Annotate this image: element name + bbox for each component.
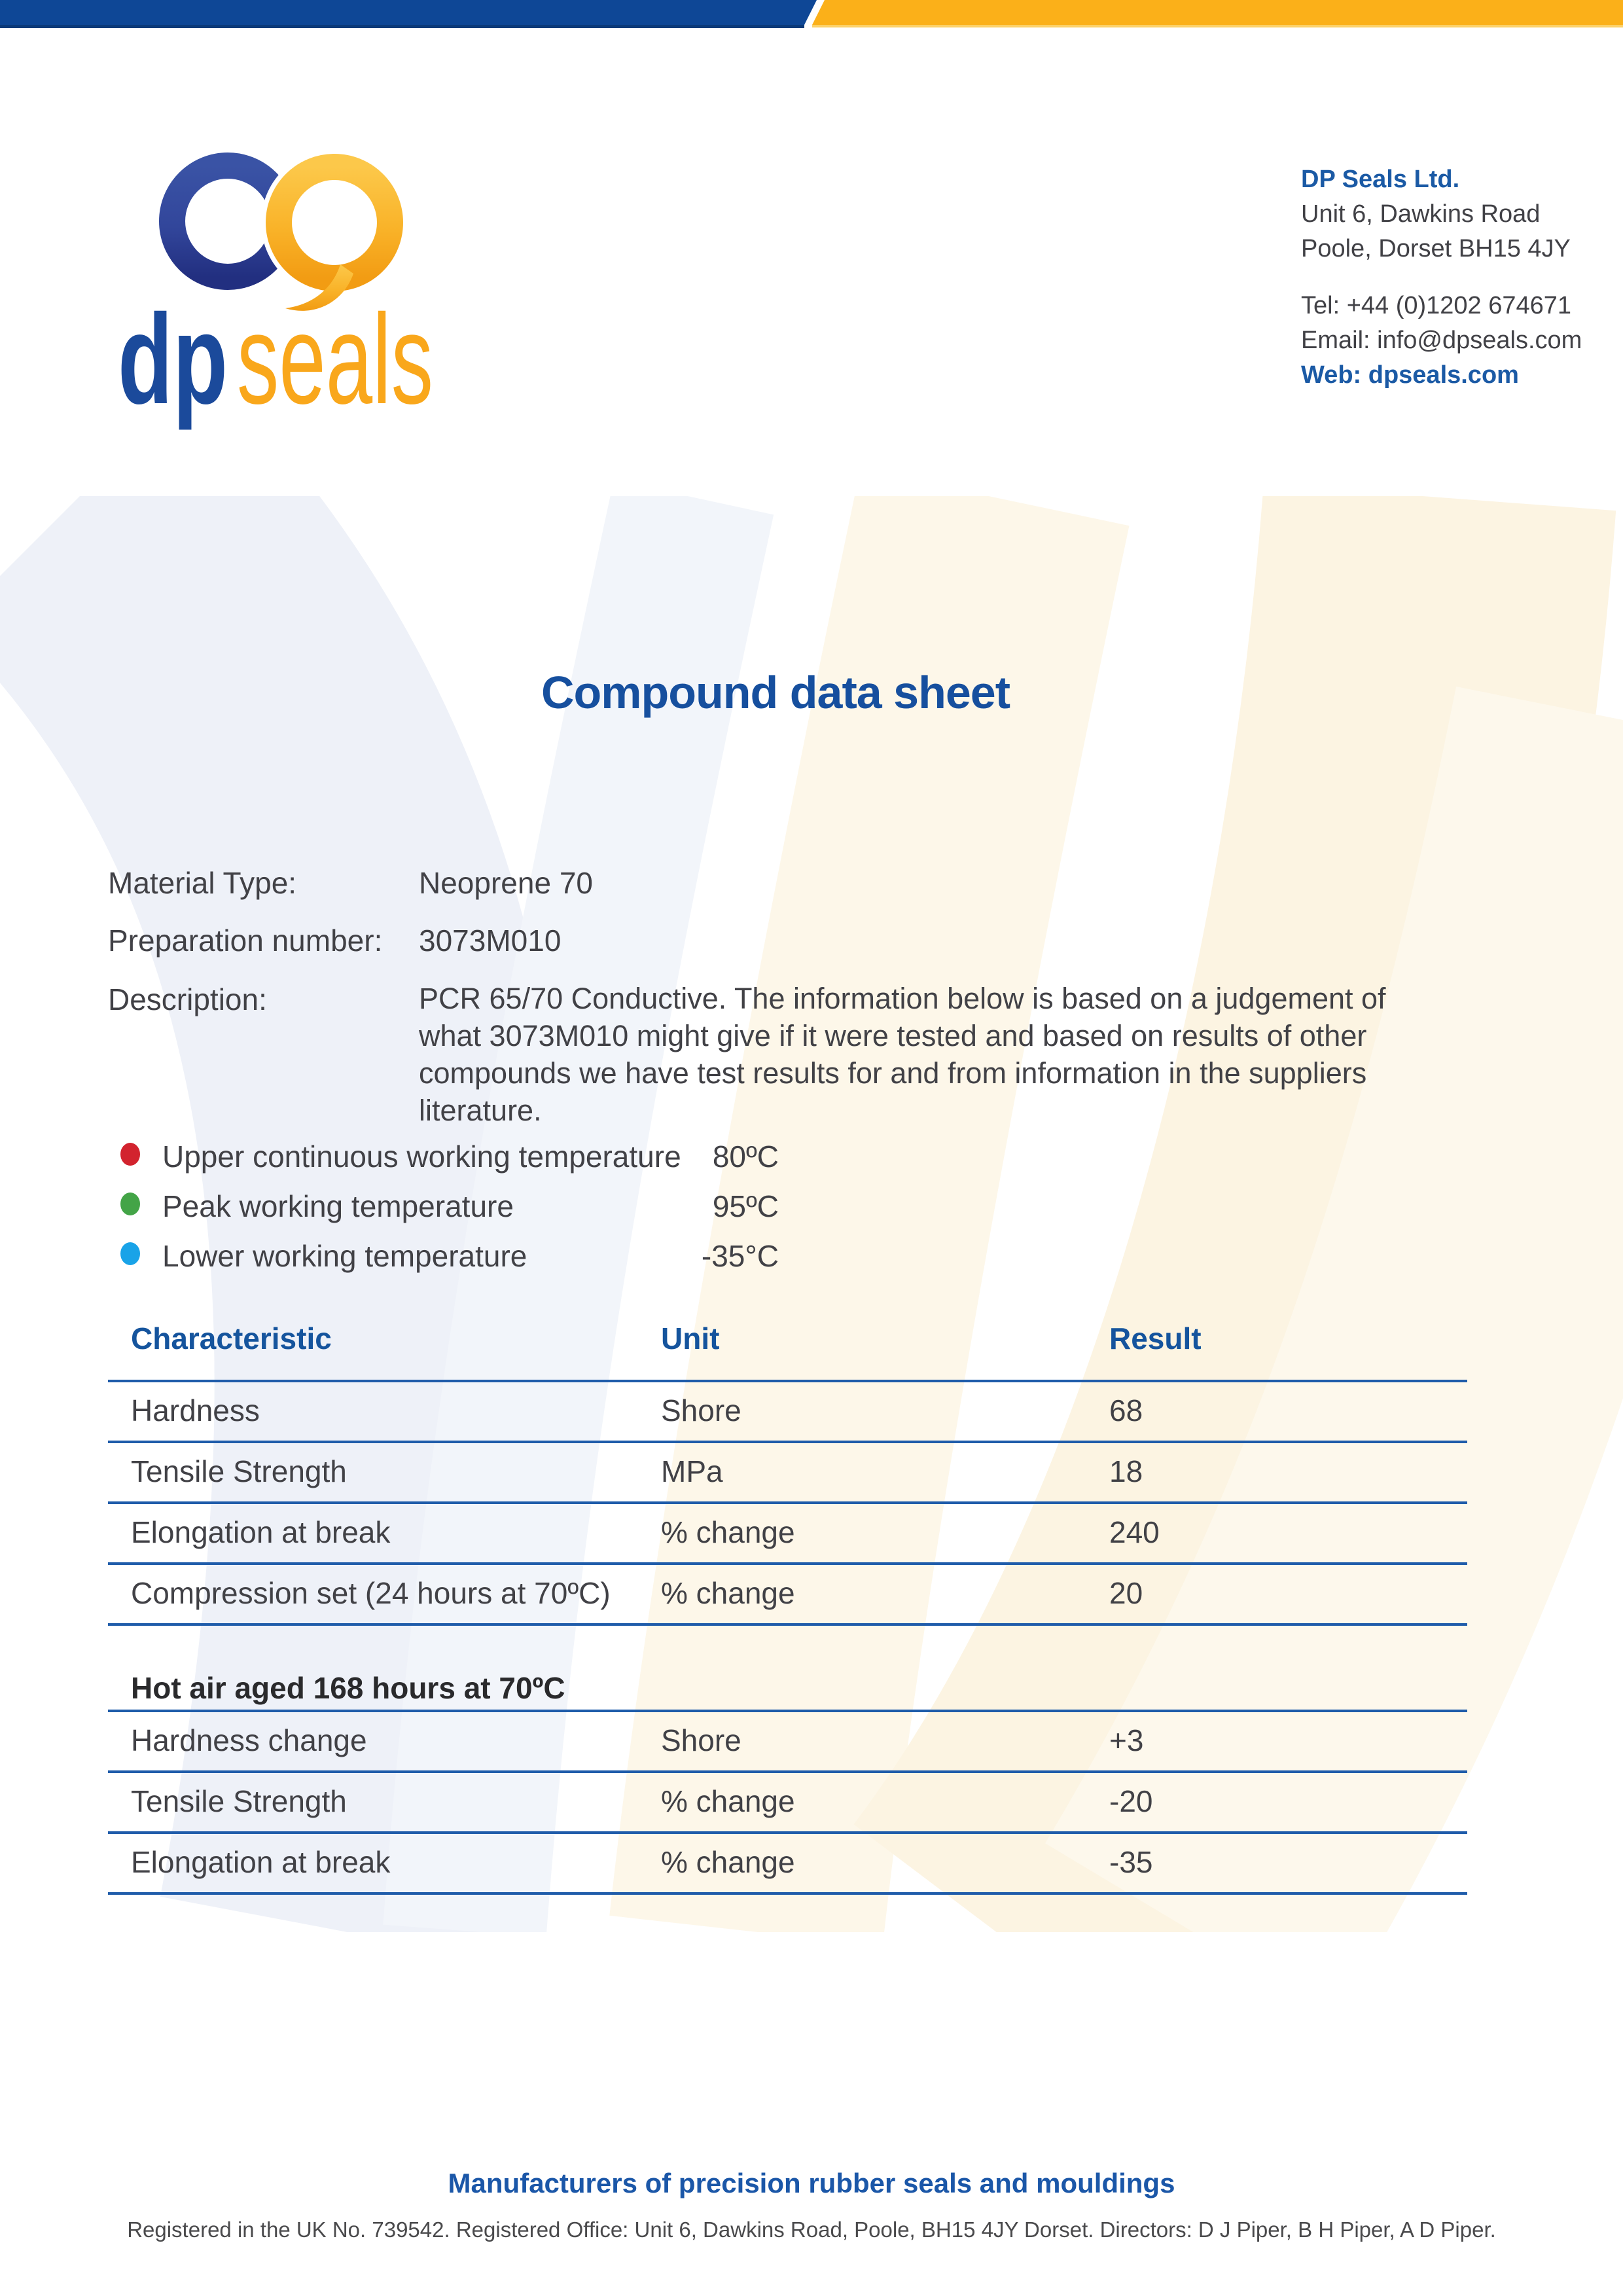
material-type-label: Material Type: <box>108 866 297 900</box>
preparation-number-label: Preparation number: <box>108 924 383 958</box>
bullet-green-icon <box>120 1193 140 1215</box>
temp-value: 80ºC <box>712 1139 779 1174</box>
temp-row-lower: Lower working temperature -35°C <box>162 1238 779 1275</box>
table-cell: Elongation at break <box>131 1515 391 1549</box>
table-rule <box>108 1892 1467 1895</box>
table-cell: Shore <box>661 1393 741 1427</box>
contact-block: DP Seals Ltd. Unit 6, Dawkins Road Poole… <box>1301 162 1609 393</box>
table-rule <box>108 1501 1467 1504</box>
logo-wordmark-seals: seals <box>237 288 433 431</box>
temp-value: 95ºC <box>712 1189 779 1223</box>
address-line-2: Poole, Dorset BH15 4JY <box>1301 235 1571 262</box>
temp-label: Lower working temperature <box>162 1239 527 1273</box>
description-line-1: PCR 65/70 Conductive. The information be… <box>419 982 1386 1015</box>
table-rule <box>108 1380 1467 1382</box>
table-cell: -20 <box>1109 1784 1153 1818</box>
table-cell: 18 <box>1109 1454 1143 1488</box>
col-header-result: Result <box>1109 1321 1202 1355</box>
address-line-1: Unit 6, Dawkins Road <box>1301 200 1541 228</box>
temp-row-peak: Peak working temperature 95ºC <box>162 1189 779 1225</box>
temp-label: Peak working temperature <box>162 1189 514 1223</box>
table-cell: Hardness <box>131 1393 260 1427</box>
header-bar-yellow-shadow <box>812 25 1623 27</box>
material-type-value: Neoprene 70 <box>419 866 593 900</box>
table-cell: 20 <box>1109 1576 1143 1610</box>
contact-spacer <box>1301 266 1609 289</box>
header-bar-blue <box>0 0 817 25</box>
table-rule <box>108 1441 1467 1443</box>
bullet-cyan-icon <box>120 1242 140 1265</box>
logo-wordmark-dp: dp <box>118 288 228 431</box>
table-cell: Tensile Strength <box>131 1784 347 1818</box>
phone-line: Tel: +44 (0)1202 674671 <box>1301 292 1572 319</box>
description-line-3: compounds we have test results for and f… <box>419 1056 1367 1090</box>
preparation-number-value: 3073M010 <box>419 924 562 958</box>
temp-value: -35°C <box>701 1239 779 1273</box>
header-bar-yellow <box>812 0 1623 25</box>
table-rule <box>108 1710 1467 1712</box>
table-cell: Compression set (24 hours at 70ºC) <box>131 1576 611 1610</box>
temp-label: Upper continuous working temperature <box>162 1139 681 1174</box>
dp-seals-logo: dp seals <box>118 149 433 431</box>
table-rule <box>108 1562 1467 1565</box>
table-cell: % change <box>661 1576 795 1610</box>
website-line: Web: dpseals.com <box>1301 361 1519 389</box>
company-name: DP Seals Ltd. <box>1301 166 1460 193</box>
footer-tagline: Manufacturers of precision rubber seals … <box>448 2168 1175 2198</box>
logo-rings-icon <box>159 149 408 311</box>
table-rule <box>108 1623 1467 1626</box>
col-header-characteristic: Characteristic <box>131 1321 332 1355</box>
temp-row-upper: Upper continuous working temperature 80º… <box>162 1139 779 1175</box>
table-cell: +3 <box>1109 1723 1144 1757</box>
table-cell: MPa <box>661 1454 723 1488</box>
table-cell: Elongation at break <box>131 1845 391 1879</box>
description-label: Description: <box>108 982 267 1016</box>
table-cell: % change <box>661 1515 795 1549</box>
footer-registered-line: Registered in the UK No. 739542. Registe… <box>127 2217 1496 2242</box>
table-rule <box>108 1770 1467 1773</box>
header-bar-blue-shadow <box>0 25 804 28</box>
table-cell: 240 <box>1109 1515 1160 1549</box>
table-cell: Hardness change <box>131 1723 367 1757</box>
description-line-4: literature. <box>419 1094 542 1127</box>
description-line-2: what 3073M010 might give if it were test… <box>419 1019 1367 1052</box>
table-cell: Tensile Strength <box>131 1454 347 1488</box>
table-cell: % change <box>661 1845 795 1879</box>
bullet-red-icon <box>120 1143 140 1166</box>
table-cell: 68 <box>1109 1393 1143 1427</box>
table-rule <box>108 1831 1467 1834</box>
page-title: Compound data sheet <box>541 667 1010 718</box>
col-header-unit: Unit <box>661 1321 720 1355</box>
table-cell: -35 <box>1109 1845 1153 1879</box>
table-cell: Shore <box>661 1723 741 1757</box>
aged-section-title: Hot air aged 168 hours at 70ºC <box>131 1671 565 1705</box>
email-line: Email: info@dpseals.com <box>1301 327 1582 354</box>
table-cell: % change <box>661 1784 795 1818</box>
